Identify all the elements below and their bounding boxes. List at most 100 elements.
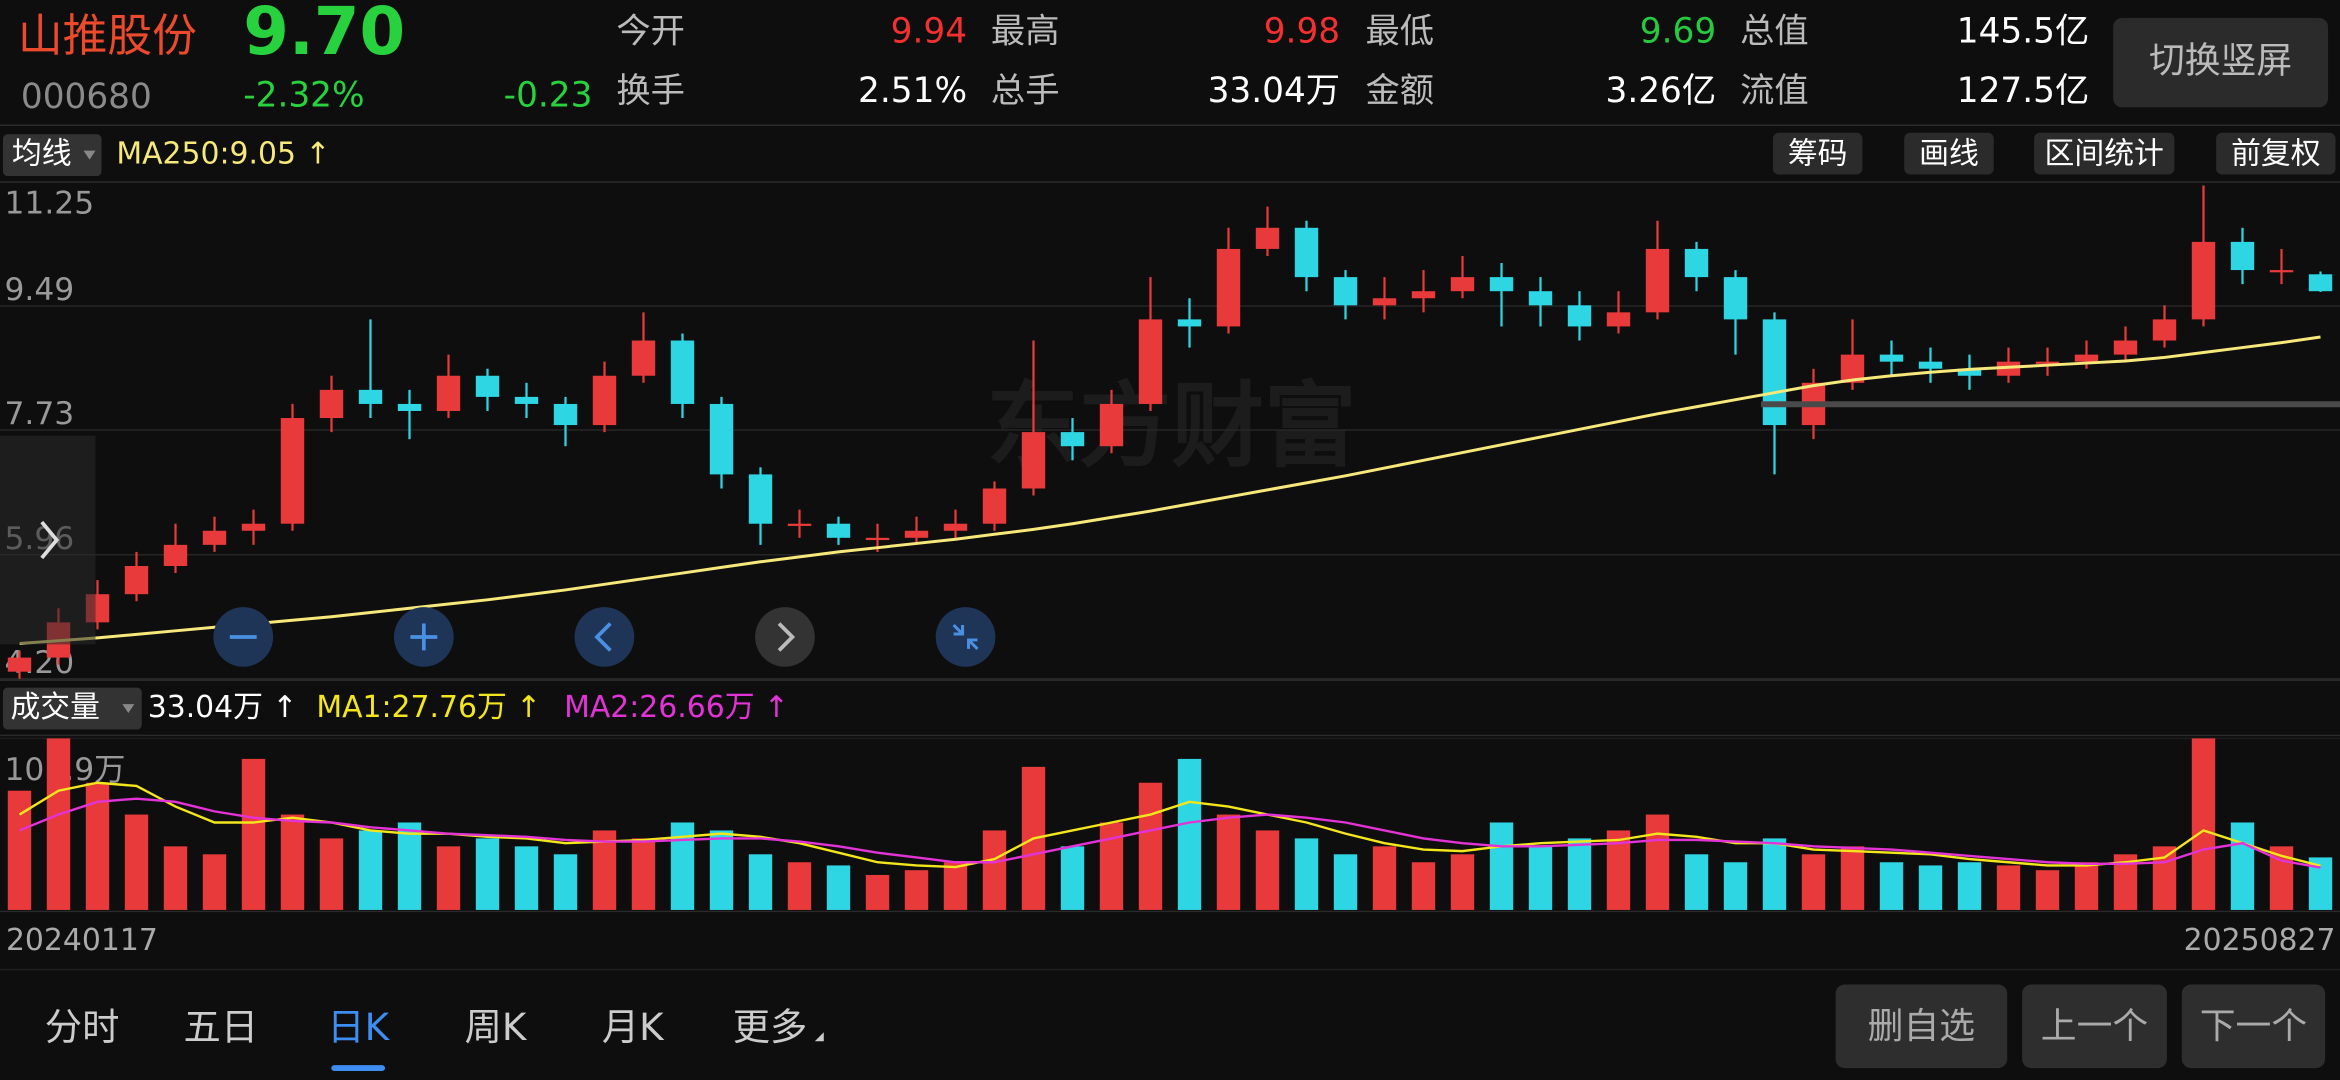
volume-bar <box>1723 862 1748 910</box>
candle-body <box>319 389 344 419</box>
volume-ma2-line <box>19 797 2321 869</box>
action-button-label[interactable]: 下一个 <box>2200 1006 2307 1047</box>
candle-body <box>1645 248 1670 313</box>
start-date: 20240117 <box>6 923 158 958</box>
move-right-icon <box>777 622 796 652</box>
candle-body <box>826 523 851 538</box>
stat-label: 今开 <box>616 11 685 51</box>
tab-underline <box>331 1065 386 1072</box>
tab[interactable]: 周K <box>465 1005 528 1049</box>
volume-bar <box>2074 862 2099 910</box>
volume-bar <box>319 838 344 910</box>
candle-body <box>2074 354 2099 362</box>
stat-value: 145.5亿 <box>1957 11 2090 51</box>
tool-button[interactable] <box>2216 132 2336 175</box>
stat-value: 127.5亿 <box>1957 71 2090 111</box>
action-button[interactable] <box>2022 984 2167 1069</box>
volume-bar <box>1528 846 1553 910</box>
candle-body <box>1879 354 1904 362</box>
volume-bar <box>202 854 227 910</box>
volume-bar <box>163 846 188 910</box>
stat-label: 总手 <box>991 71 1060 111</box>
candle-body <box>1411 291 1436 299</box>
end-date: 20250827 <box>2184 923 2336 958</box>
candle-body <box>1216 248 1241 327</box>
volume-bar <box>1567 838 1592 910</box>
tool-button[interactable] <box>2034 132 2175 175</box>
stat-value: 9.69 <box>1640 11 1716 51</box>
candle-body <box>1528 291 1553 306</box>
volume-indicator[interactable]: 成交量 <box>10 690 100 725</box>
candle-body <box>358 389 383 404</box>
tab[interactable]: 五日 <box>184 1005 259 1049</box>
candle-body <box>1606 312 1631 327</box>
tool-button-label[interactable]: 前复权 <box>2231 137 2321 172</box>
reset-zoom[interactable] <box>935 607 996 667</box>
candle-body <box>1138 319 1163 404</box>
stat-value: 33.04万 <box>1208 71 1341 111</box>
volume-current: 33.04万 ↑ <box>148 690 298 725</box>
stat-label: 最低 <box>1365 11 1434 51</box>
tab[interactable]: 月K <box>602 1005 665 1049</box>
action-button-label[interactable]: 删自选 <box>1868 1006 1975 1047</box>
candle-body <box>1918 361 1943 369</box>
tab[interactable]: 更多 <box>733 1005 808 1049</box>
move-right[interactable] <box>755 607 815 667</box>
indicator-dropdown[interactable] <box>2 134 102 177</box>
tool-buttons: 筹码 画线 区间统计 前复权 <box>1772 132 2336 175</box>
volume-bar <box>787 862 812 910</box>
candle-body <box>1255 227 1280 249</box>
volume-bar <box>1177 758 1202 910</box>
change: -0.23 <box>504 75 593 115</box>
indicator-label[interactable]: 均线 <box>12 137 72 172</box>
volume-bar <box>1333 854 1358 910</box>
volume-bar <box>2113 854 2138 910</box>
action-button[interactable] <box>2181 984 2326 1069</box>
candle-body <box>2269 270 2294 273</box>
candle-body <box>1177 319 1202 327</box>
candle-body <box>1489 277 1514 292</box>
tool-button-label[interactable]: 画线 <box>1919 137 1979 172</box>
move-left-icon <box>594 622 612 652</box>
ma-label: MA250:9.05 ↑ <box>116 137 330 172</box>
tool-button[interactable] <box>1772 132 1863 175</box>
volume-bar <box>2152 846 2177 910</box>
stat-value: 3.26亿 <box>1606 71 1717 111</box>
orientation-button[interactable] <box>2113 17 2329 108</box>
candle-body <box>1333 277 1358 306</box>
volume-bar <box>1138 782 1163 910</box>
tool-button-label[interactable]: 筹码 <box>1788 137 1848 172</box>
candle-body <box>1450 277 1475 292</box>
volume-bar <box>1996 865 2021 910</box>
y-tick-label: 7.73 <box>4 396 74 432</box>
tool-button[interactable] <box>1904 132 1994 175</box>
candle-body <box>2230 241 2255 271</box>
stat-label: 总值 <box>1740 11 1809 51</box>
volume-ma1: MA1:27.76万 ↑ <box>316 690 541 725</box>
candle-body <box>2191 241 2216 320</box>
candle-body <box>1762 319 1787 426</box>
volume-bar <box>1606 830 1631 910</box>
volume-bar <box>514 846 539 910</box>
candle-body <box>865 537 890 541</box>
volume-dropdown[interactable] <box>2 687 142 730</box>
dropdown-arrow <box>83 150 96 160</box>
stat-value: 9.98 <box>1264 11 1340 51</box>
volume-bar <box>436 846 461 910</box>
y-tick-label: 9.49 <box>4 272 74 308</box>
candle-body <box>2113 340 2138 355</box>
tab[interactable]: 分时 <box>45 1005 120 1049</box>
side-panel[interactable] <box>0 435 96 645</box>
stat-value: 9.94 <box>891 11 967 51</box>
tab[interactable]: 日K <box>327 1005 390 1049</box>
candle-body <box>1723 277 1748 320</box>
watermark: 东方财富 <box>986 372 1356 480</box>
tool-button-label[interactable]: 区间统计 <box>2045 137 2164 172</box>
move-left[interactable] <box>574 607 635 667</box>
volume-bar <box>124 814 149 910</box>
orientation-button-label[interactable]: 切换竖屏 <box>2149 41 2292 82</box>
action-button[interactable] <box>1835 984 2008 1069</box>
action-button-label[interactable]: 上一个 <box>2041 1006 2148 1047</box>
